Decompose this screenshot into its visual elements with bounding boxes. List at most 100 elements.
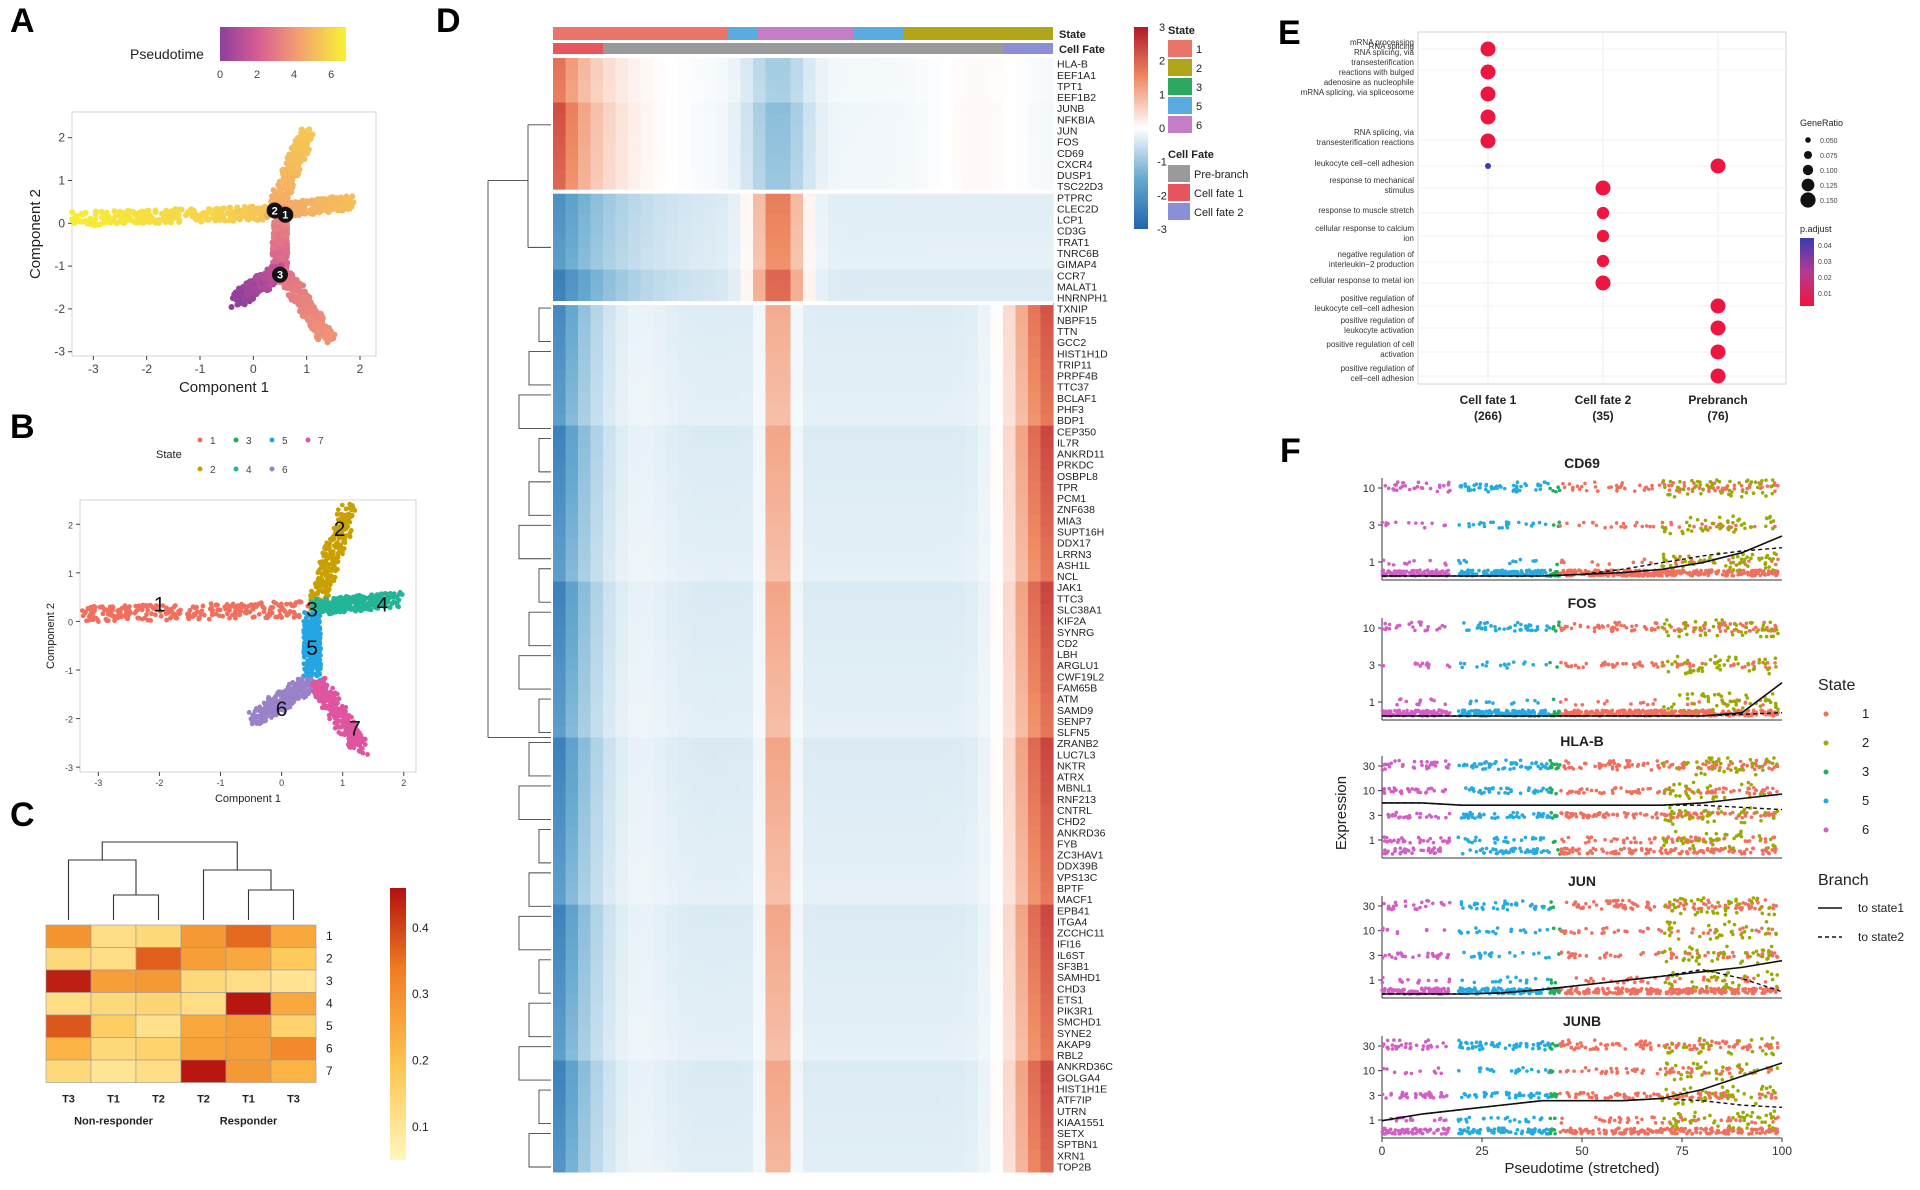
heatmap-cell	[765, 80, 779, 92]
heatmap-cell	[590, 403, 604, 415]
heatmap-cell	[578, 135, 592, 148]
heatmap-cell	[965, 258, 979, 271]
heatmap-cell	[890, 503, 904, 516]
cell-point	[332, 561, 337, 567]
heatmap-cell	[928, 280, 942, 293]
heatmap-cell	[815, 381, 829, 393]
cell-point	[213, 611, 219, 617]
heatmap-cell	[865, 358, 879, 371]
heatmap-cell	[578, 58, 592, 70]
heatmap-cell	[1015, 58, 1029, 70]
heatmap-cell	[678, 225, 692, 237]
heatmap-cell	[1040, 447, 1054, 460]
heatmap-cell	[45, 924, 92, 948]
heatmap-cell	[45, 992, 92, 1016]
fate-annotation-segment	[1003, 43, 1053, 54]
heatmap-cell	[565, 325, 579, 337]
heatmap-cell	[703, 325, 717, 337]
cell-point	[201, 612, 207, 618]
heatmap-cell	[865, 258, 879, 271]
heatmap-cell	[965, 470, 979, 482]
heatmap-cell	[903, 69, 917, 81]
heatmap-cell	[1003, 58, 1017, 70]
heatmap-cell	[665, 381, 679, 393]
row-label: 7	[326, 1064, 333, 1078]
cell-point	[336, 730, 342, 735]
cell-point	[318, 565, 324, 571]
heatmap-cell	[903, 414, 917, 427]
cell-point	[251, 605, 257, 610]
heatmap-cell	[1003, 336, 1017, 349]
heatmap-cell	[928, 169, 942, 182]
heatmap-cell	[990, 503, 1004, 516]
heatmap-cell	[990, 102, 1004, 115]
cell-point	[281, 607, 287, 613]
heatmap-cell	[703, 425, 717, 438]
heatmap-cell	[740, 147, 754, 159]
heatmap-cell	[628, 514, 642, 527]
heatmap-cell	[653, 392, 667, 404]
heatmap-cell	[878, 58, 892, 70]
heatmap-cell	[1003, 425, 1017, 438]
heatmap-cell	[940, 470, 954, 482]
heatmap-cell	[903, 58, 917, 70]
heatmap-cell	[1003, 269, 1017, 282]
heatmap-cell	[715, 58, 729, 70]
heatmap-cell	[790, 280, 804, 293]
heatmap-cell	[628, 202, 642, 215]
heatmap-cell	[840, 225, 854, 237]
heatmap-cell	[990, 447, 1004, 460]
heatmap-cell	[978, 102, 992, 115]
heatmap-cell	[640, 269, 654, 282]
cell-point	[298, 129, 305, 136]
heatmap-cell	[653, 325, 667, 337]
heatmap-cell	[1003, 102, 1017, 115]
row-label: 5	[326, 1019, 333, 1033]
heatmap-cell	[590, 392, 604, 404]
cell-point	[252, 209, 259, 216]
heatmap-cell	[690, 258, 704, 271]
heatmap-cell	[640, 381, 654, 393]
heatmap-cell	[603, 436, 617, 449]
heatmap-cell	[1003, 470, 1017, 482]
heatmap-cell	[225, 1059, 272, 1083]
cell-point	[284, 612, 290, 618]
heatmap-cell	[1028, 358, 1042, 371]
heatmap-cell	[728, 147, 742, 159]
heatmap-cell	[928, 236, 942, 248]
heatmap-cell	[978, 403, 992, 415]
heatmap-cell	[890, 102, 904, 115]
cell-point	[193, 216, 200, 223]
heatmap-cell	[928, 414, 942, 427]
fate-annotation-segment	[603, 43, 1003, 54]
heatmap-cell	[765, 436, 779, 449]
y-tick-label: -1	[65, 666, 73, 676]
heatmap-cell	[990, 69, 1004, 81]
heatmap-cell	[928, 358, 942, 371]
heatmap-cell	[840, 147, 854, 159]
heatmap-cell	[890, 403, 904, 415]
heatmap-cell	[715, 392, 729, 404]
heatmap-cell	[615, 169, 629, 182]
heatmap-cell	[915, 169, 929, 182]
heatmap-cell	[578, 213, 592, 226]
heatmap-cell	[715, 135, 729, 148]
column-label: T3	[287, 1094, 300, 1106]
heatmap-cell	[965, 447, 979, 460]
cell-point	[327, 689, 333, 695]
heatmap-cell	[965, 425, 979, 438]
heatmap-cell	[890, 258, 904, 271]
heatmap-cell	[665, 414, 679, 427]
heatmap-cell	[940, 425, 954, 438]
heatmap-cell	[928, 325, 942, 337]
heatmap-cell	[135, 947, 182, 971]
heatmap-cell	[765, 314, 779, 326]
x-tick-label: 0	[250, 362, 257, 376]
heatmap-cell	[790, 347, 804, 360]
heatmap-cell	[778, 481, 792, 493]
heatmap-cell	[965, 358, 979, 371]
heatmap-cell	[865, 503, 879, 516]
heatmap-cell	[1028, 135, 1042, 148]
heatmap-cell	[940, 503, 954, 516]
heatmap-cell	[828, 258, 842, 271]
